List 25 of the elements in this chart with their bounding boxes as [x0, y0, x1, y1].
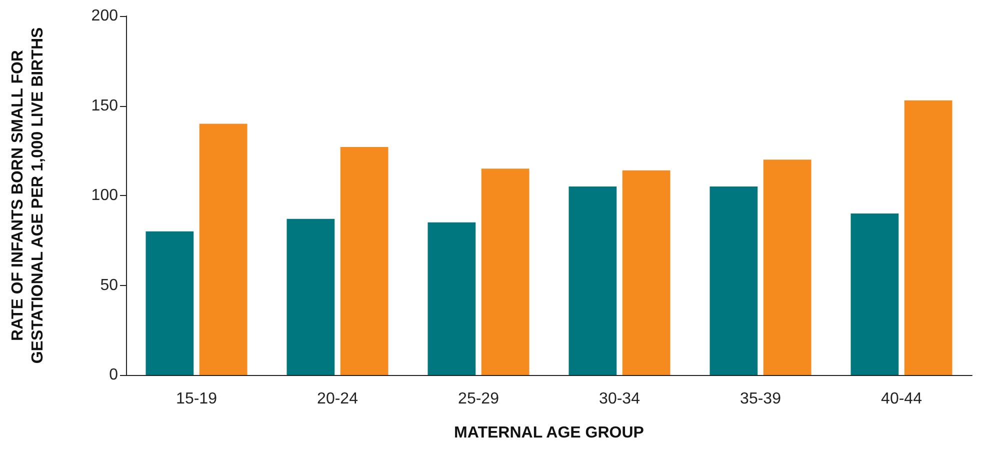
x-tick-label: 35-39: [740, 390, 782, 408]
y-tick-label: 100: [91, 187, 118, 204]
x-tick-label: 25-29: [458, 390, 500, 408]
bar: [622, 170, 670, 375]
x-axis-title: MATERNAL AGE GROUP: [454, 424, 644, 442]
bar: [904, 100, 952, 375]
bar: [568, 186, 617, 375]
bar: [481, 168, 530, 375]
x-tick-label: 20-24: [317, 390, 358, 408]
bar: [428, 222, 476, 375]
y-axis-title: RATE OF INFANTS BORN SMALL FOR GESTATIONAL AGE PER 1,000 LIVE BIRTHS: [10, 26, 46, 364]
bar: [710, 186, 758, 375]
bar: [286, 218, 335, 375]
x-tick-label: 40-44: [881, 390, 922, 408]
y-tick-label: 0: [109, 366, 118, 384]
bar: [763, 160, 812, 375]
y-tick-label: 150: [91, 97, 118, 114]
x-tick-label: 30-34: [599, 390, 640, 408]
x-tick-label: 15-19: [176, 390, 218, 408]
bar: [146, 231, 194, 375]
bar: [340, 147, 388, 375]
y-tick-label: 50: [100, 276, 118, 294]
bar: [199, 124, 248, 375]
bar: [850, 213, 899, 375]
y-tick-label: 200: [91, 8, 118, 24]
